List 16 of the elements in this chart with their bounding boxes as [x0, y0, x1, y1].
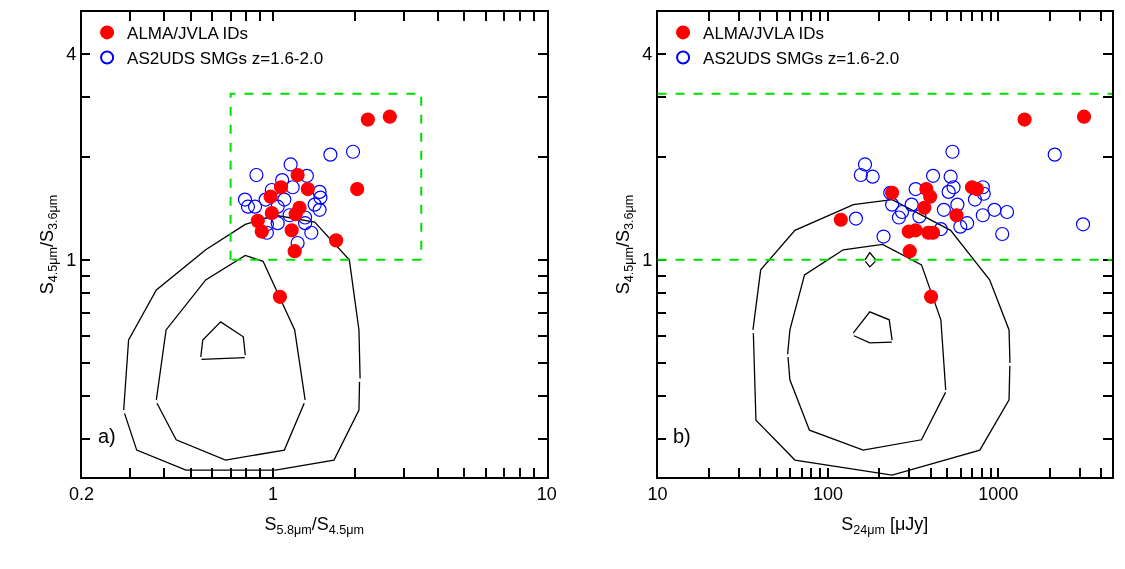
x-tick-label: 100: [812, 484, 843, 505]
x-axis-title: S$_{5.8μm}$/S$_{4.5μm}$: [264, 513, 364, 537]
y-tick-label: 4: [642, 44, 653, 65]
x-tick-label: 1000: [978, 484, 1019, 505]
legend-label: AS2UDS SMGs z=1.6-2.0: [703, 49, 900, 69]
x-tick-label: 1: [267, 484, 278, 505]
x-tick-label: 10: [536, 484, 557, 505]
annotation: a): [98, 425, 116, 447]
legend-label: ALMA/JVLA IDs: [703, 24, 824, 44]
legend-label: AS2UDS SMGs z=1.6-2.0: [127, 49, 324, 69]
x-axis-title: S$_{24μm}$ [μJy]: [841, 513, 929, 537]
x-tick-label: 10: [647, 484, 668, 505]
x-tick-label: 0.2: [69, 484, 95, 505]
legend-label: ALMA/JVLA IDs: [127, 24, 249, 44]
annotation: b): [673, 425, 691, 447]
y-tick-label: 4: [66, 44, 77, 65]
